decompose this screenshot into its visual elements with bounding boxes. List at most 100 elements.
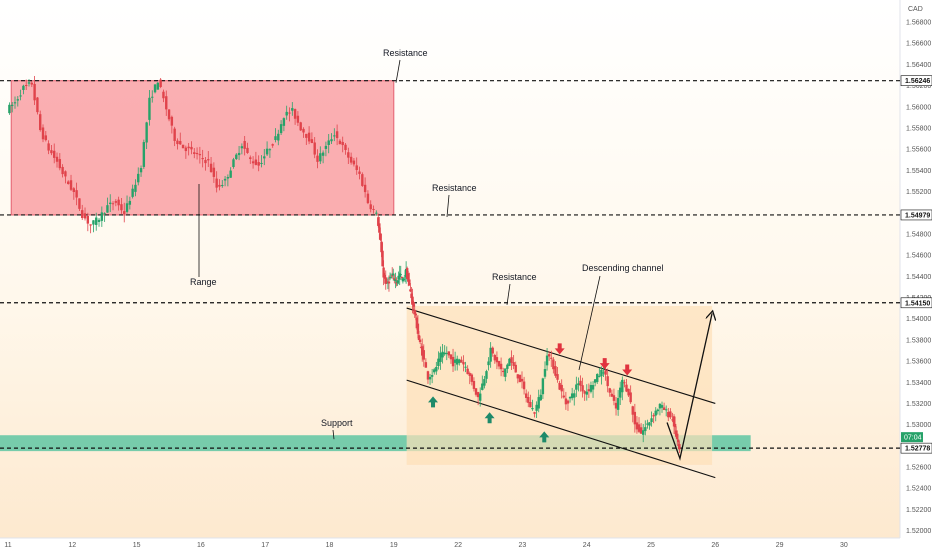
candle-body-98 (282, 118, 286, 126)
candle-body-242 (564, 398, 568, 405)
candle-body-22 (69, 180, 73, 190)
candle-body-47 (139, 168, 143, 173)
candle-body-111 (319, 153, 322, 162)
candle-body-90 (260, 162, 263, 164)
candle-body-268 (619, 387, 622, 398)
candle-body-30 (92, 220, 95, 225)
down-arrow-1 (599, 358, 610, 370)
candle-body-61 (179, 141, 182, 145)
candle-body-151 (397, 275, 400, 280)
time-badge (901, 432, 923, 443)
candle-body-259 (600, 369, 603, 377)
candle-body-152 (398, 273, 401, 278)
candle-body-207 (491, 347, 494, 354)
candle-body-100 (288, 112, 291, 114)
candle-body-285 (654, 410, 657, 416)
candle-body-214 (506, 364, 509, 369)
candle-body-164 (411, 296, 414, 305)
candle-body-153 (399, 274, 402, 276)
candle-body-277 (637, 424, 641, 432)
candle-body-267 (616, 398, 620, 410)
candle-body-185 (445, 352, 448, 354)
candle-body-94 (271, 144, 274, 146)
candle-body-74 (215, 178, 218, 188)
candle-body-248 (577, 383, 580, 385)
candle-body-76 (221, 185, 224, 187)
candle-body-58 (170, 116, 174, 126)
candle-body-53 (156, 82, 160, 90)
candle-body-24 (75, 190, 78, 198)
candle-body-37 (111, 203, 115, 205)
candle-body-230 (539, 394, 543, 401)
candle-body-128 (366, 193, 370, 204)
candle-body-171 (418, 339, 422, 343)
candle-body-288 (660, 405, 664, 408)
candle-body-44 (131, 188, 134, 197)
candle-body-48 (142, 142, 146, 167)
candle-body-49 (145, 122, 148, 143)
candle-body-70 (204, 159, 207, 164)
resistance-label-2: Resistance (432, 183, 477, 193)
candle-body-29 (89, 224, 92, 226)
candle-body-123 (352, 160, 356, 165)
candle-body-6 (25, 85, 28, 87)
candle-body-28 (86, 215, 90, 224)
candle-body-132 (377, 217, 380, 226)
candle-body-105 (302, 128, 305, 133)
price-tick-23: 1.52200 (906, 507, 931, 514)
candle-body-115 (330, 139, 333, 142)
price-axis: 1.56800 1.56600 1.56400 1.56200 1.56000 1.558… (900, 20, 932, 535)
channel-label-pointer (578, 275, 601, 371)
candle-body-117 (335, 131, 339, 139)
candle-body-13 (44, 135, 48, 141)
price-tick-16: 1.53600 (906, 359, 931, 366)
candle-body-57 (167, 109, 171, 120)
level-badge-text-0: 1.56246 (905, 78, 930, 85)
candle-body-290 (664, 409, 668, 411)
candle-body-166 (413, 310, 416, 315)
candle-body-19 (61, 166, 64, 175)
channel-upper-line (406, 307, 716, 404)
candle-body-135 (380, 241, 383, 253)
candle-body-4 (19, 95, 22, 97)
candle-body-188 (451, 356, 455, 367)
time-tick-11: 26 (711, 542, 719, 549)
candle-body-209 (495, 357, 499, 363)
candle-body-114 (327, 140, 330, 146)
candle-body-11 (39, 114, 42, 131)
candle-body-225 (529, 402, 532, 408)
level-badge-text-2: 1.54150 (905, 300, 930, 307)
candle-body-3 (16, 99, 20, 101)
annotation-layer: Resistance Resistance Resistance Support Ran… (190, 48, 712, 461)
candle-body-162 (409, 289, 412, 292)
candle-body-106 (305, 133, 308, 138)
candle-body-104 (299, 122, 302, 131)
candle-body-91 (263, 156, 266, 159)
level-badge-text-3: 1.52778 (905, 446, 930, 453)
candle-body-282 (648, 422, 651, 426)
candle-body-279 (642, 430, 645, 435)
candle-body-68 (198, 154, 202, 156)
candle-body-296 (674, 430, 678, 437)
candle-body-192 (460, 359, 463, 363)
candle-body-87 (251, 161, 255, 164)
candle-body-112 (321, 152, 325, 156)
candle-body-1 (11, 104, 14, 107)
candle-body-287 (658, 403, 662, 409)
time-tick-9: 24 (583, 542, 591, 549)
candle-body-167 (414, 313, 417, 316)
candle-body-170 (417, 335, 421, 341)
candle-body-144 (389, 277, 393, 279)
candle-body-261 (604, 370, 607, 375)
candle-body-65 (190, 146, 193, 150)
candle-body-18 (58, 159, 62, 169)
candle-body-56 (165, 96, 168, 110)
candle-body-197 (470, 374, 474, 382)
candle-body-235 (550, 357, 553, 359)
candle-body-150 (396, 280, 399, 283)
candle-body-184 (443, 352, 446, 355)
candle-body-51 (151, 96, 154, 98)
range-box (10, 80, 395, 216)
candle-body-236 (552, 359, 555, 370)
candle-body-147 (393, 278, 396, 280)
